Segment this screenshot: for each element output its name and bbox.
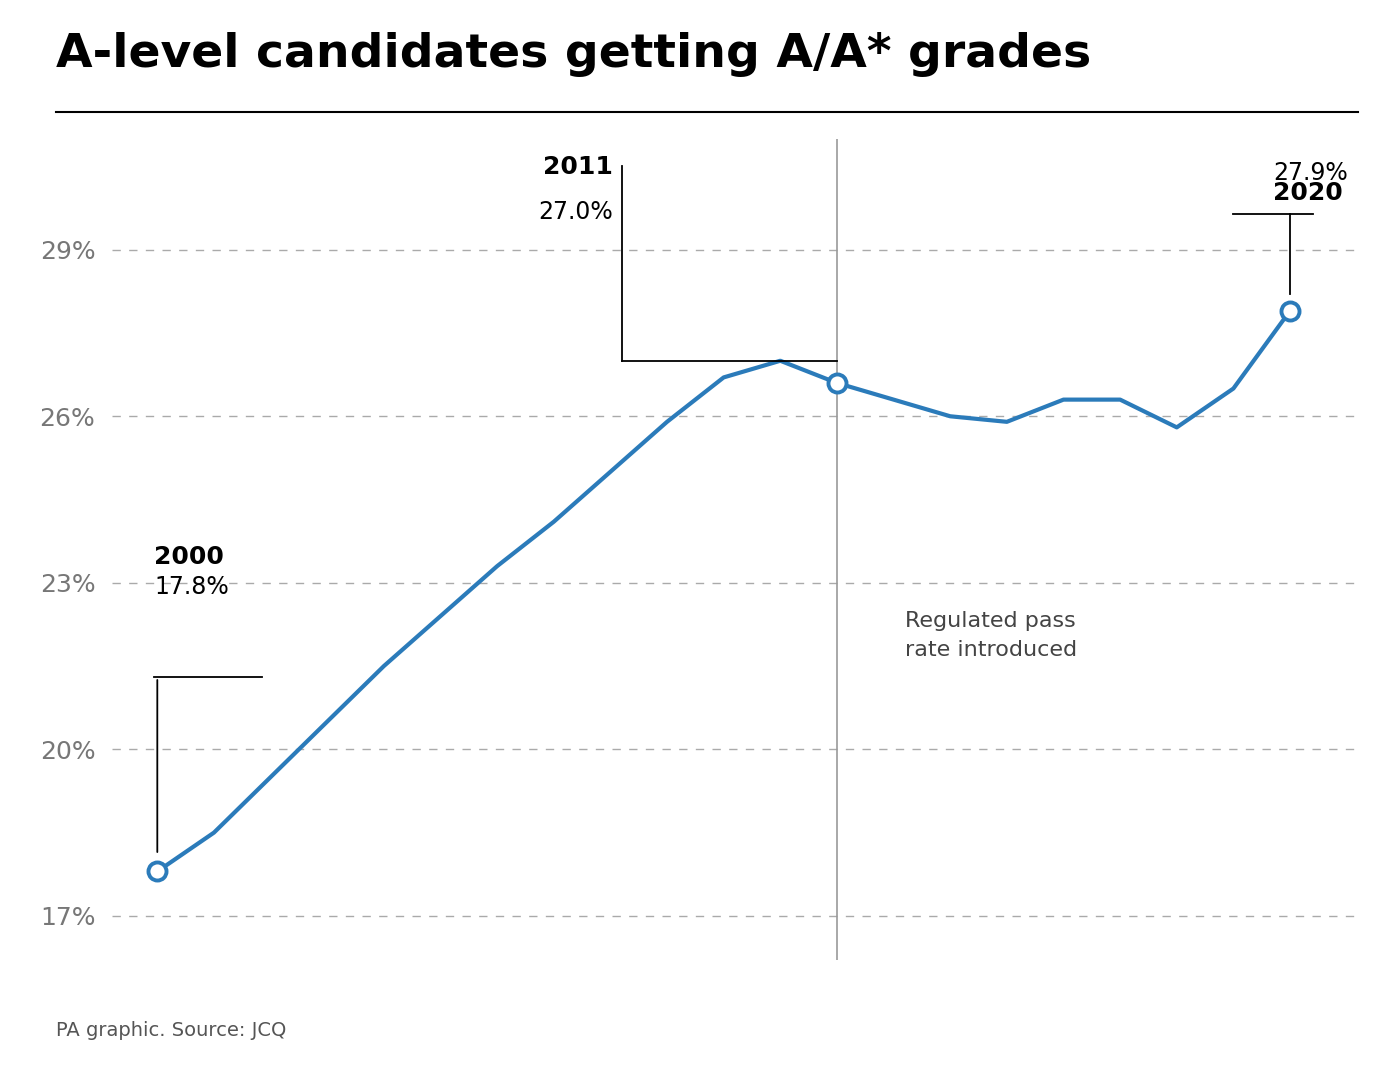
Text: 2020: 2020 xyxy=(1273,181,1343,205)
Text: 27.0%: 27.0% xyxy=(539,200,613,224)
Text: 2000: 2000 xyxy=(154,545,224,569)
Text: 2011: 2011 xyxy=(543,156,613,179)
Text: PA graphic. Source: JCQ: PA graphic. Source: JCQ xyxy=(56,1021,287,1040)
Text: Regulated pass
rate introduced: Regulated pass rate introduced xyxy=(904,610,1077,660)
Text: 17.8%: 17.8% xyxy=(154,575,230,600)
Text: A-level candidates getting A/A* grades: A-level candidates getting A/A* grades xyxy=(56,32,1091,77)
Text: 27.9%: 27.9% xyxy=(1273,161,1348,185)
